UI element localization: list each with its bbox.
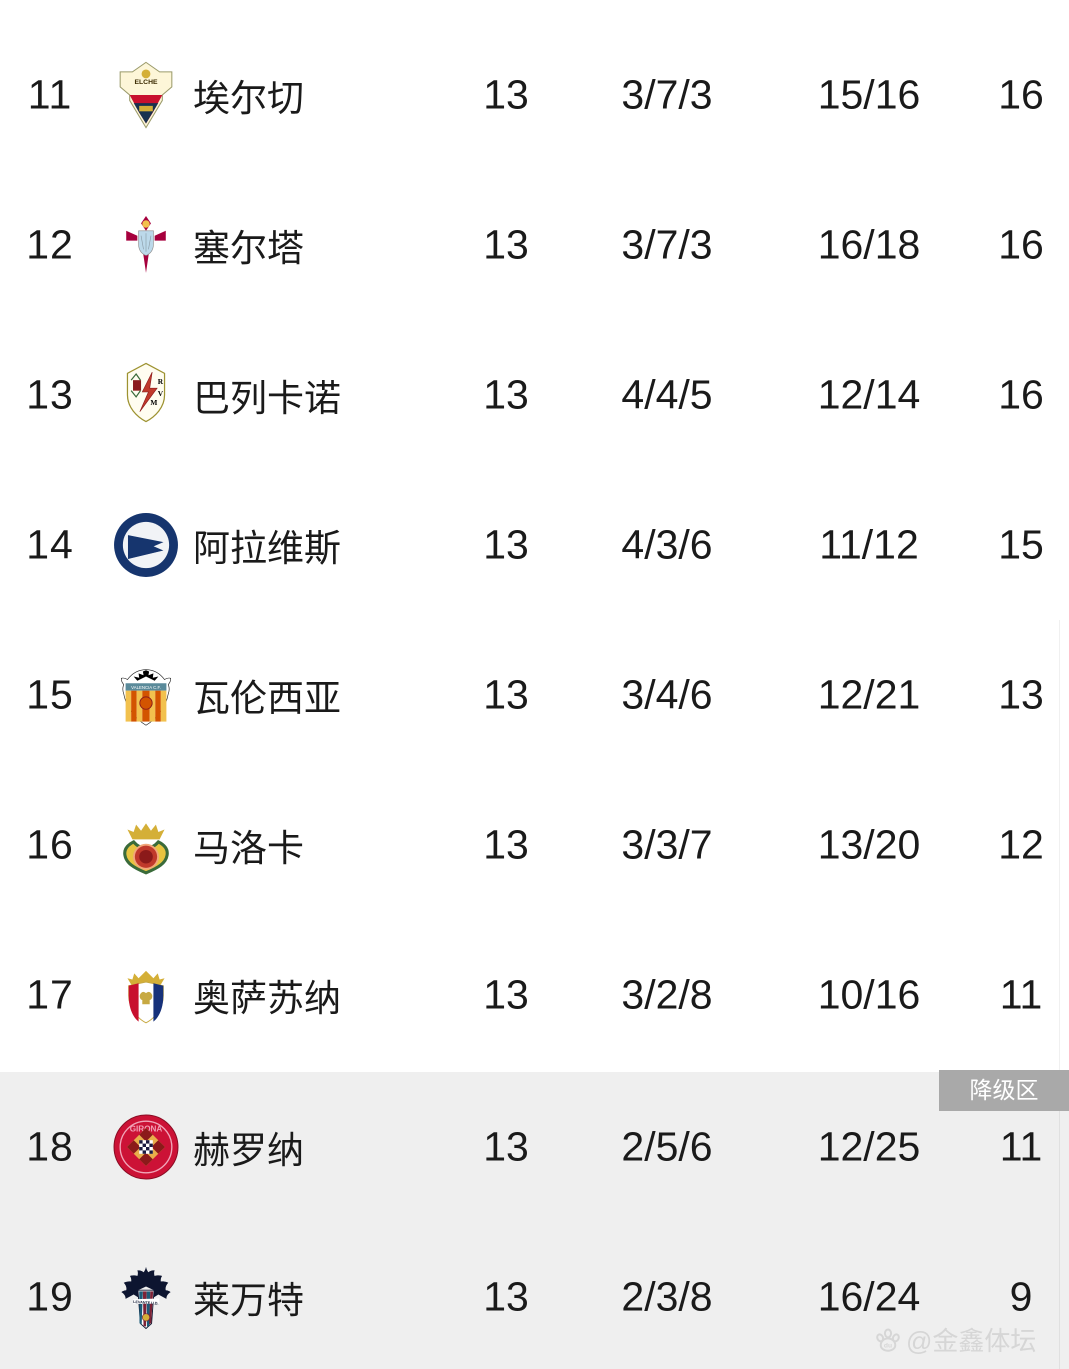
svg-text:ELCHE: ELCHE [134,79,158,86]
svg-text:VALENCIA C.F.: VALENCIA C.F. [131,685,161,690]
svg-text:V: V [158,389,164,398]
svg-text:M: M [150,398,157,407]
svg-text:du: du [884,1342,892,1349]
svg-text:R: R [158,377,164,386]
